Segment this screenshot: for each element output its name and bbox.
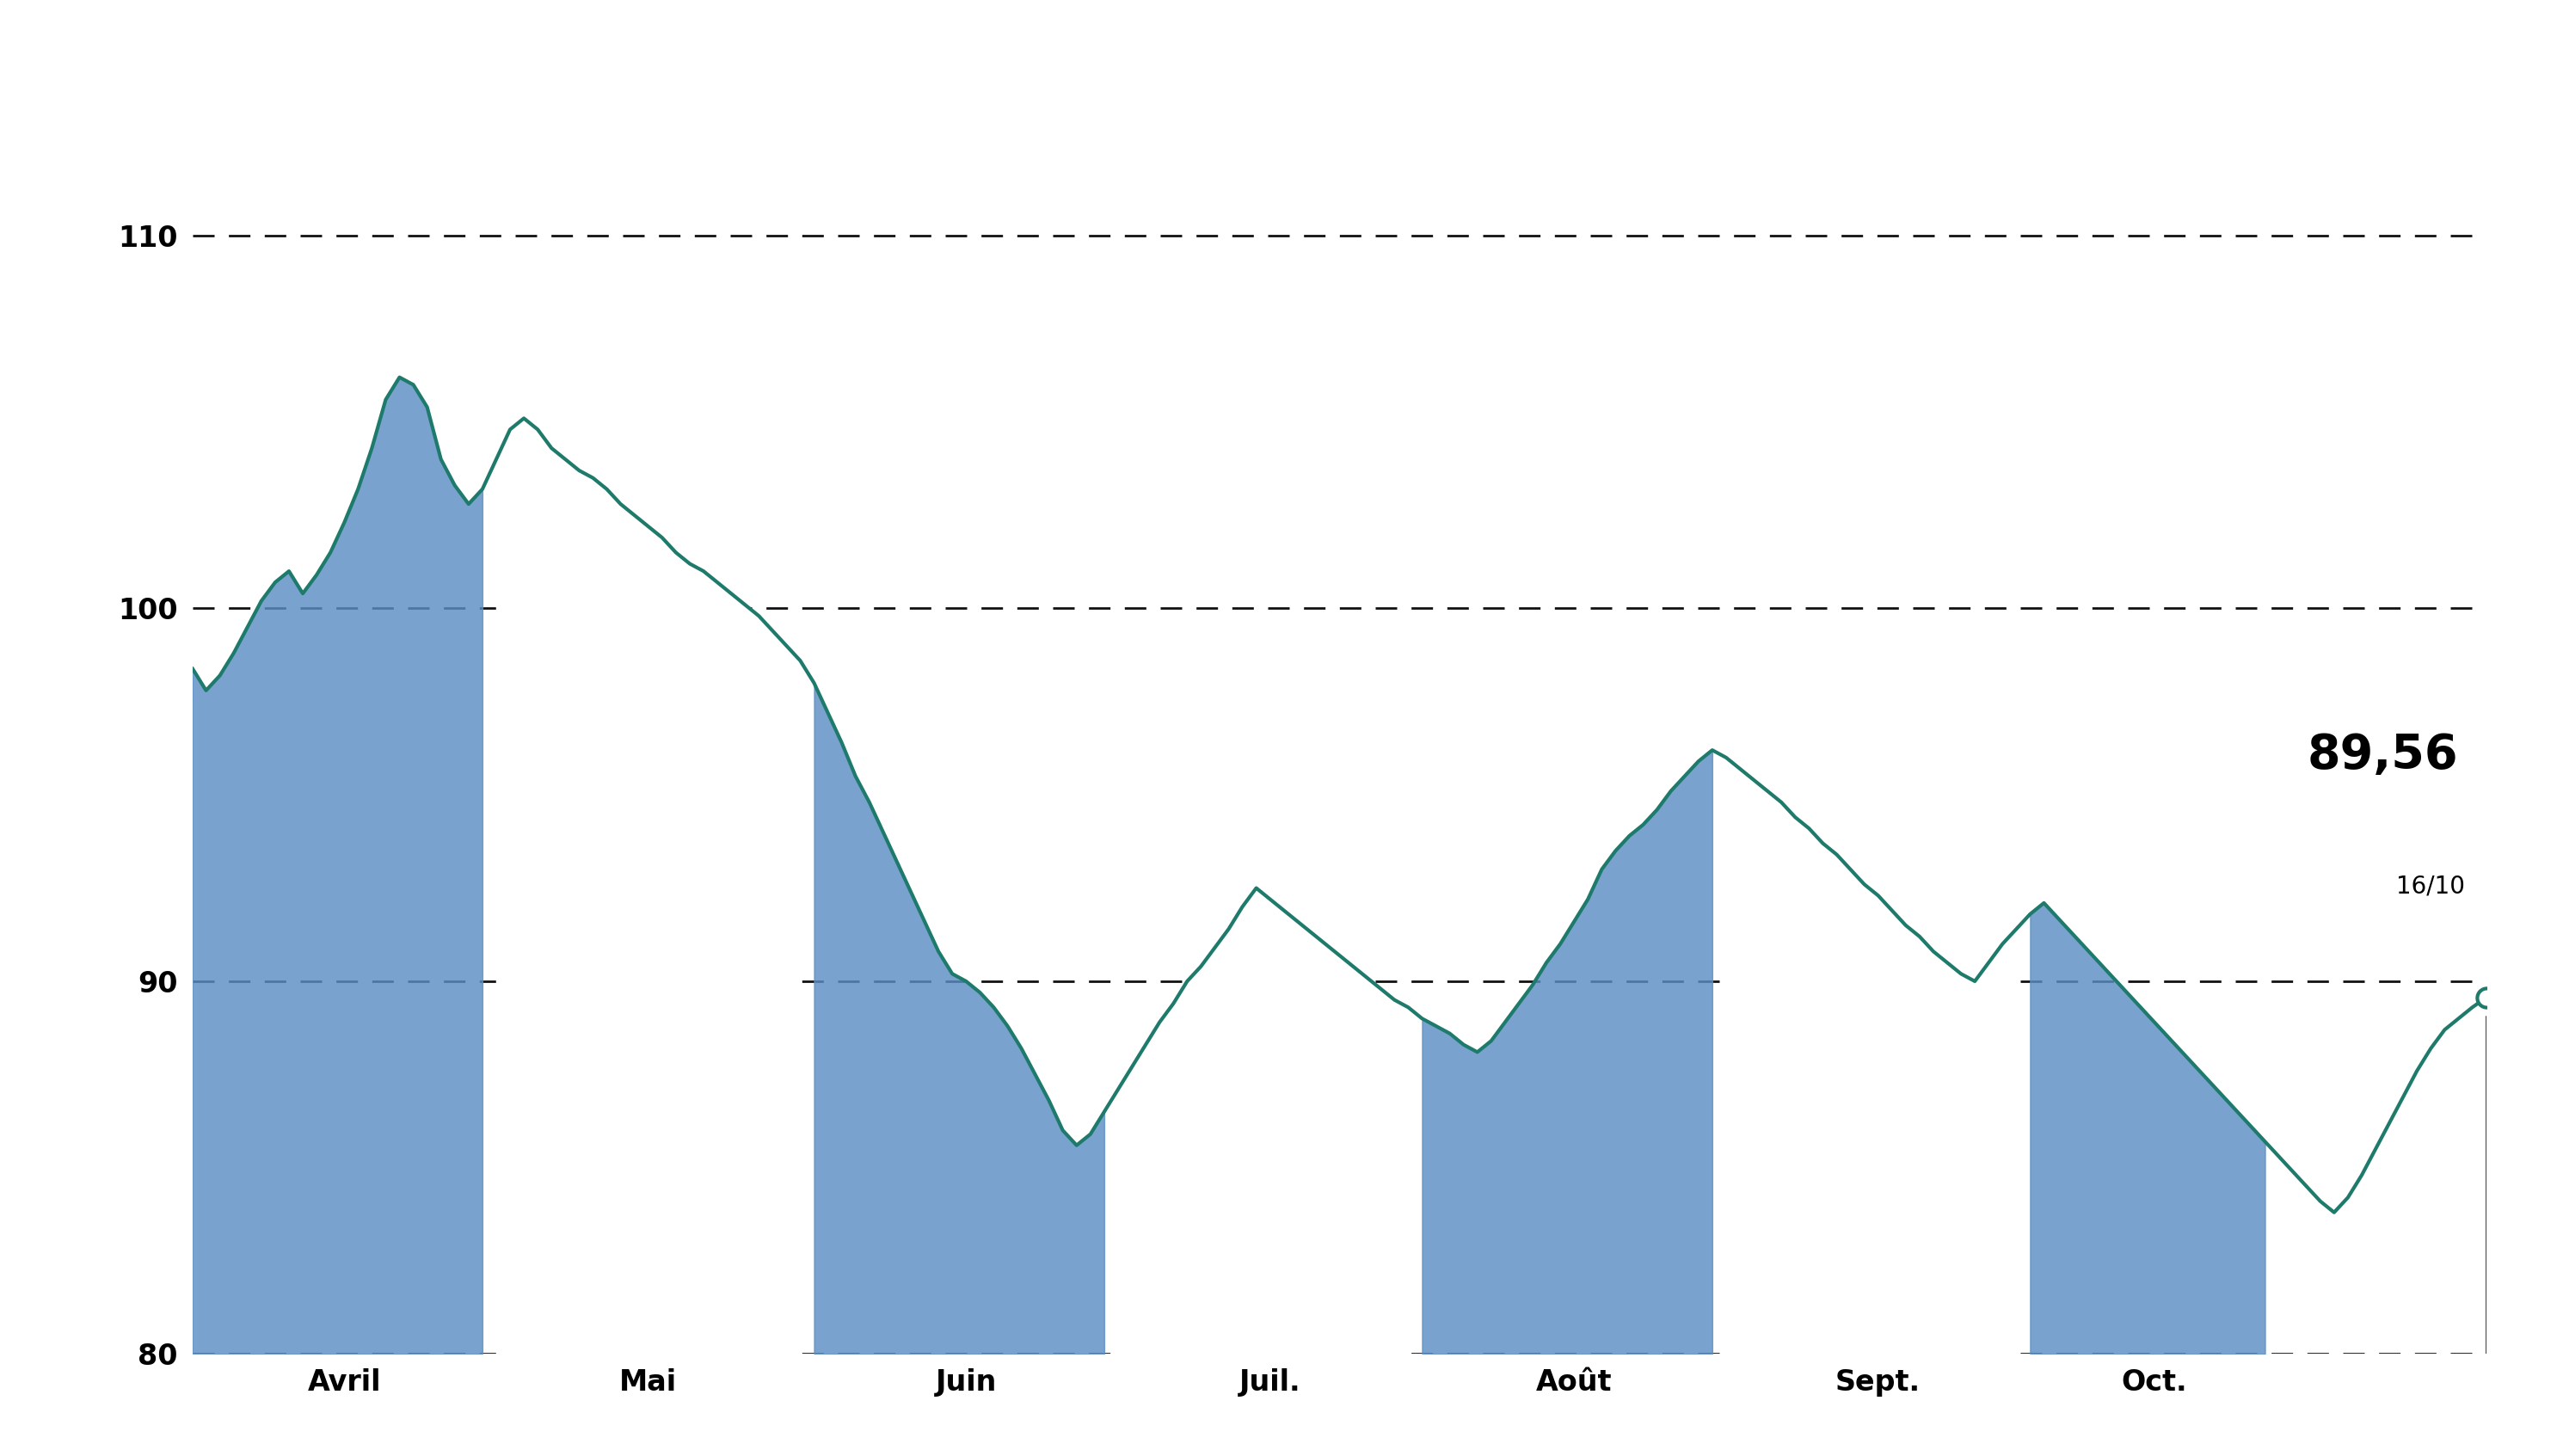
Text: EIFFAGE: EIFFAGE bbox=[1112, 12, 1451, 83]
Text: 89,56: 89,56 bbox=[2307, 732, 2458, 779]
Text: 16/10: 16/10 bbox=[2396, 874, 2466, 898]
